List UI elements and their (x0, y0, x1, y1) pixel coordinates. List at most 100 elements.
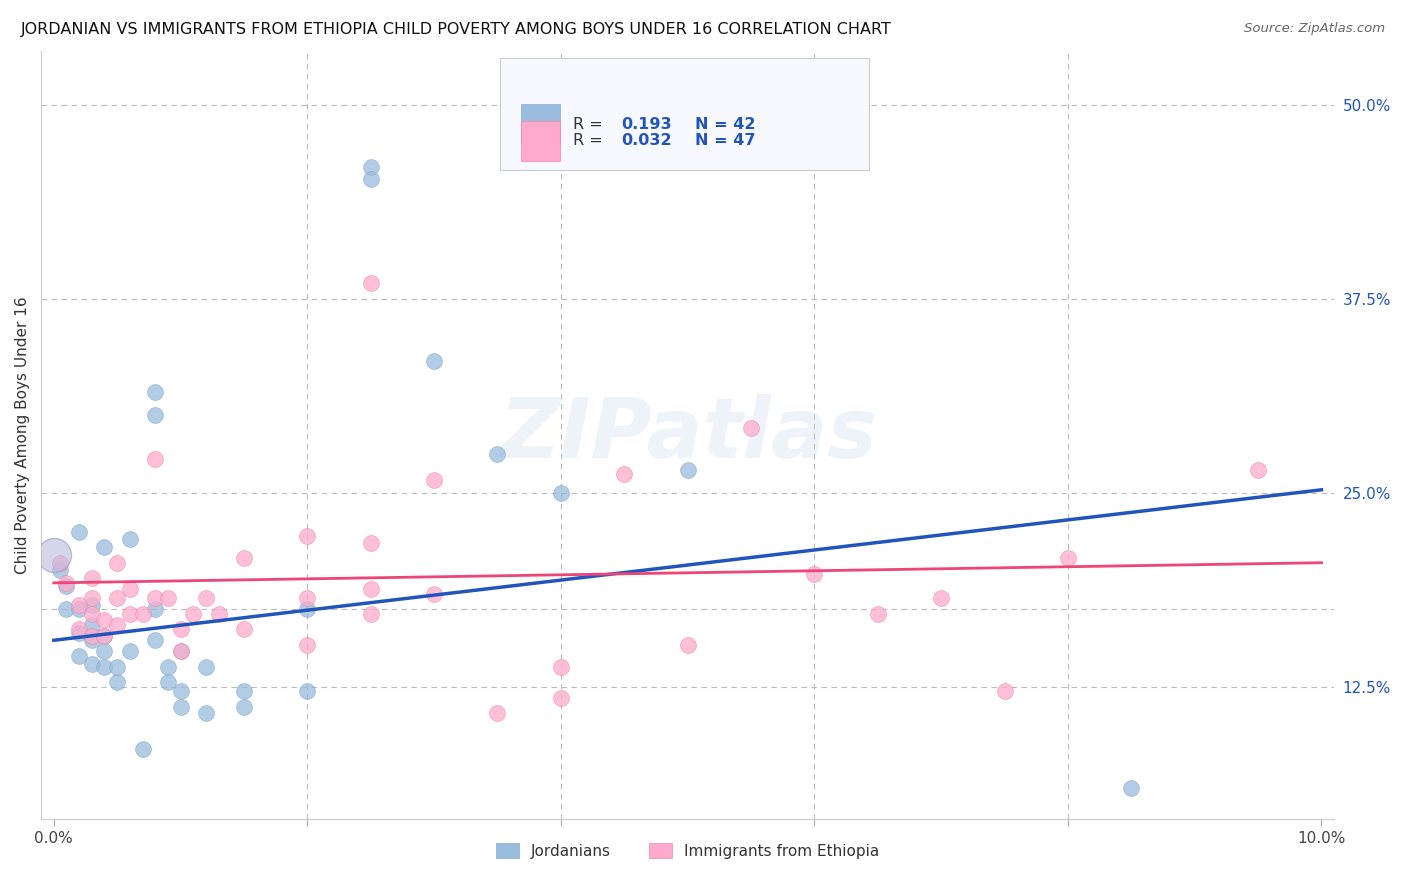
Y-axis label: Child Poverty Among Boys Under 16: Child Poverty Among Boys Under 16 (15, 296, 30, 574)
Point (42, 548, 65, 562)
Point (105, 556, 128, 570)
Point (550, 486, 572, 500)
Point (233, 551, 256, 566)
Text: R =: R = (572, 133, 607, 148)
Point (194, 706, 217, 721)
FancyBboxPatch shape (520, 120, 560, 161)
Text: 0.032: 0.032 (621, 133, 672, 148)
Point (118, 582, 141, 596)
Point (118, 644, 141, 658)
Point (131, 742, 153, 756)
Point (360, 172, 382, 186)
Point (143, 633, 166, 648)
FancyBboxPatch shape (501, 58, 869, 169)
Point (866, 607, 889, 621)
Point (143, 451, 166, 466)
Point (93, 613, 115, 627)
Point (423, 587, 446, 601)
Point (67, 598, 90, 612)
Point (803, 566, 825, 581)
Point (360, 160, 382, 174)
Point (105, 617, 128, 632)
Point (169, 623, 191, 637)
Point (49, 564, 72, 578)
Point (297, 591, 319, 606)
Point (143, 384, 166, 399)
Point (80, 591, 103, 606)
Point (67, 648, 90, 663)
Point (233, 623, 256, 637)
Point (169, 684, 191, 698)
Point (118, 533, 141, 547)
Point (676, 638, 699, 652)
Point (297, 684, 319, 698)
Point (360, 607, 382, 621)
Point (676, 462, 699, 476)
Point (993, 684, 1015, 698)
Point (169, 644, 191, 658)
Point (93, 629, 115, 643)
Text: N = 42: N = 42 (696, 117, 756, 132)
Point (194, 659, 217, 673)
Point (233, 684, 256, 698)
Point (1057, 551, 1080, 566)
Point (169, 644, 191, 658)
Point (929, 591, 952, 606)
Point (55, 575, 77, 590)
Text: R =: R = (572, 117, 607, 132)
Point (360, 277, 382, 291)
Point (297, 529, 319, 543)
Point (80, 607, 103, 621)
Point (194, 591, 217, 606)
Point (67, 625, 90, 640)
Point (80, 633, 103, 648)
Point (360, 535, 382, 549)
Point (233, 700, 256, 714)
Point (297, 602, 319, 616)
Point (1121, 780, 1143, 795)
Point (143, 409, 166, 423)
Point (169, 700, 191, 714)
Point (93, 629, 115, 643)
Point (486, 447, 509, 461)
Point (67, 602, 90, 616)
Point (80, 617, 103, 632)
Point (80, 657, 103, 671)
Point (80, 598, 103, 612)
Point (49, 556, 72, 570)
Point (486, 706, 509, 721)
Point (55, 602, 77, 616)
Point (297, 638, 319, 652)
Text: JORDANIAN VS IMMIGRANTS FROM ETHIOPIA CHILD POVERTY AMONG BOYS UNDER 16 CORRELAT: JORDANIAN VS IMMIGRANTS FROM ETHIOPIA CH… (21, 22, 891, 37)
Legend: Jordanians, Immigrants from Ethiopia: Jordanians, Immigrants from Ethiopia (489, 837, 886, 865)
Point (156, 659, 179, 673)
Point (143, 591, 166, 606)
Point (360, 582, 382, 596)
Point (550, 659, 572, 673)
Point (67, 524, 90, 539)
Point (80, 571, 103, 585)
Point (613, 467, 636, 482)
Point (1247, 462, 1270, 476)
Point (55, 579, 77, 593)
Point (93, 644, 115, 658)
Point (105, 675, 128, 690)
Point (156, 591, 179, 606)
Point (105, 591, 128, 606)
Point (181, 607, 204, 621)
Point (93, 659, 115, 673)
Point (207, 607, 229, 621)
Point (740, 421, 762, 435)
Point (550, 690, 572, 705)
Point (118, 607, 141, 621)
Point (131, 607, 153, 621)
Text: ZIPatlas: ZIPatlas (499, 394, 876, 475)
Point (80, 629, 103, 643)
Point (67, 623, 90, 637)
FancyBboxPatch shape (520, 104, 560, 145)
Point (93, 540, 115, 554)
Point (423, 474, 446, 488)
Text: N = 47: N = 47 (696, 133, 756, 148)
Point (105, 659, 128, 673)
Text: Source: ZipAtlas.com: Source: ZipAtlas.com (1244, 22, 1385, 36)
